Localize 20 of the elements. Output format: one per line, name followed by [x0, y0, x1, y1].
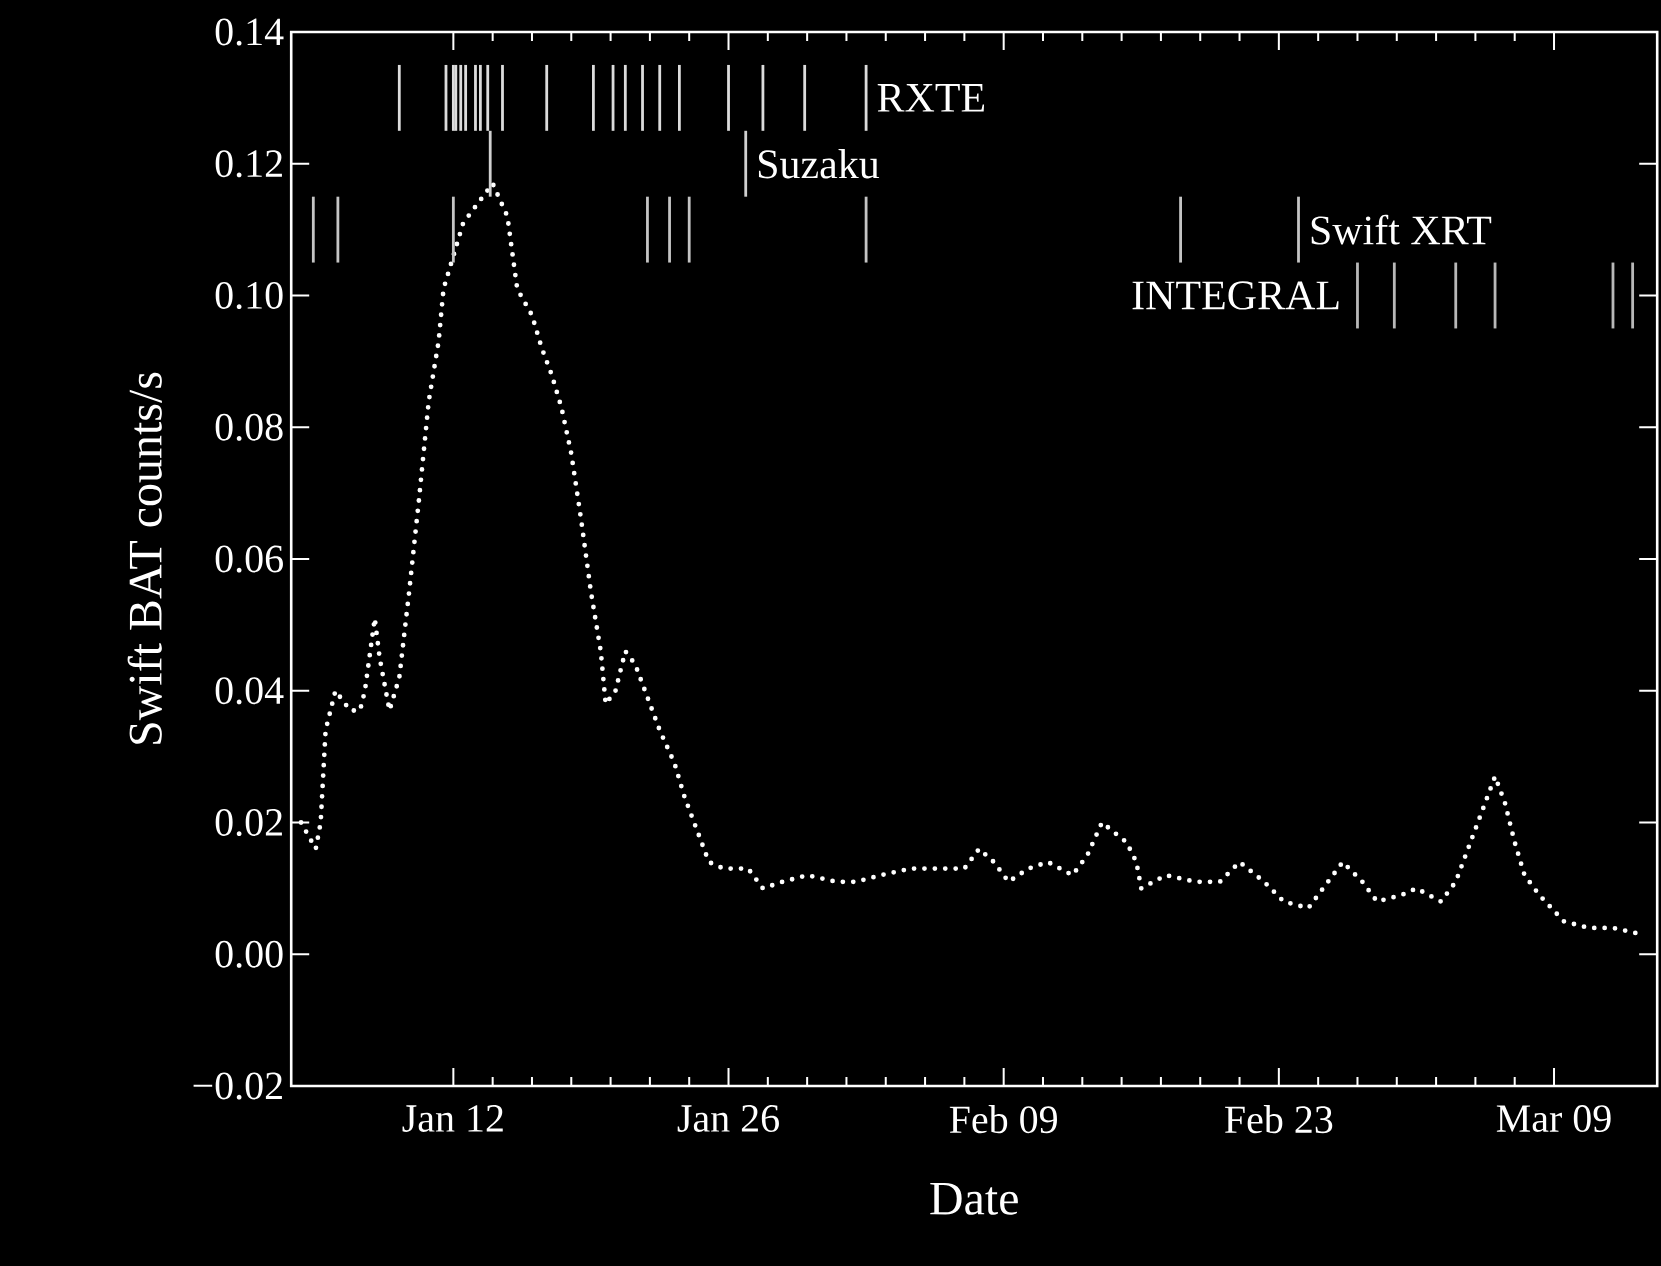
x-tick-label: Mar 09 [1496, 1105, 1611, 1133]
y-tick-label: 0.10 [215, 281, 283, 310]
y-tick-label: 0.12 [215, 150, 282, 178]
y-tick-label: 0.08 [215, 413, 283, 441]
series-label: RXTE [877, 84, 985, 112]
y-tick-label: 0.06 [215, 545, 283, 573]
series-label: Suzaku [758, 148, 880, 179]
x-tick-label: Jan 26 [677, 1105, 779, 1132]
y-tick-label: 0.00 [215, 940, 283, 968]
series-label: Swift XRT [1311, 214, 1492, 245]
y-tick-label: 0.02 [215, 808, 282, 837]
y-tick-label: 0.14 [215, 18, 284, 46]
x-tick-label: Feb 23 [1225, 1105, 1333, 1134]
x-axis-title: Date [930, 1182, 1018, 1215]
series-label: INTEGRAL [1132, 281, 1339, 310]
x-tick-label: Feb 09 [949, 1105, 1057, 1134]
y-axis-title: Swift BAT counts/s [127, 372, 162, 744]
y-tick-label: −0.02 [193, 1072, 282, 1100]
y-tick-label: 0.04 [215, 677, 284, 705]
x-tick-label: Jan 12 [402, 1105, 503, 1132]
